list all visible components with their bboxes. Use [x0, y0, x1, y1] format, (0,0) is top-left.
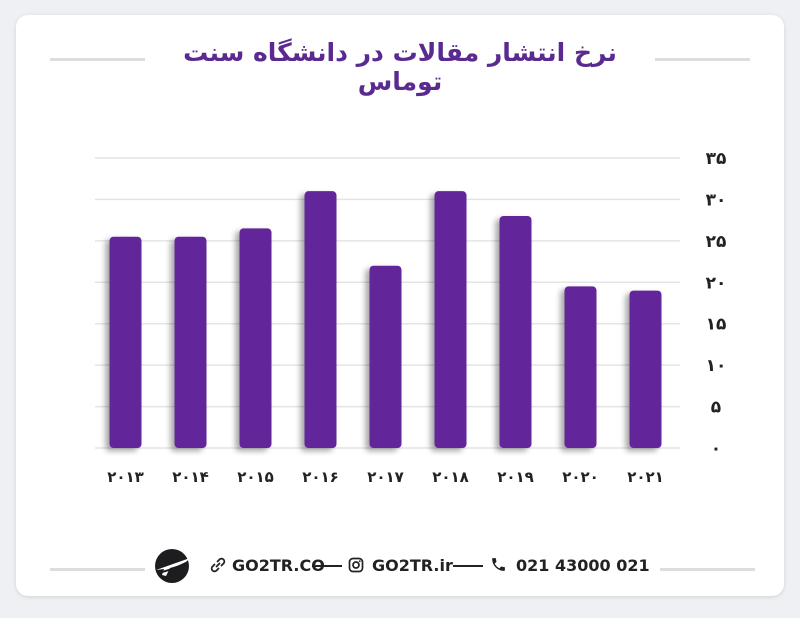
- bar: [109, 236, 142, 448]
- phone-icon: [492, 558, 505, 571]
- y-tick-label: ۵: [711, 398, 721, 418]
- x-tick-label: ۲۰۲۰: [562, 468, 599, 486]
- bar: [304, 191, 337, 448]
- chart-title: نرخ انتشار مقالات در دانشگاه سنت توماس: [183, 38, 617, 96]
- bar: [174, 236, 207, 448]
- y-tick-label: ۲۵: [706, 232, 727, 252]
- bar: [499, 216, 532, 448]
- bar: [239, 228, 272, 448]
- bar: [434, 191, 467, 448]
- footer-separator: [453, 565, 483, 567]
- x-tick-label: ۲۰۱۳: [107, 468, 144, 486]
- y-tick-label: ۰: [711, 439, 721, 459]
- y-tick-label: ۱۰: [706, 356, 727, 376]
- title-left-rule: [50, 58, 145, 61]
- x-tick-label: ۲۰۱۴: [172, 468, 209, 486]
- footer-separator: [312, 565, 342, 567]
- bar: [369, 265, 402, 448]
- x-tick-label: ۲۰۱۵: [237, 468, 274, 486]
- footer-right-rule: [660, 568, 755, 571]
- footer-left-rule: [50, 568, 145, 571]
- x-tick-label: ۲۰۱۷: [367, 468, 404, 486]
- instagram-icon: [348, 557, 364, 573]
- x-tick-label: ۲۰۱۹: [497, 468, 534, 486]
- bar: [629, 290, 662, 448]
- instagram-link[interactable]: GO2TR.ir: [372, 556, 453, 575]
- bar: [564, 286, 597, 448]
- y-tick-label: ۲۰: [706, 273, 727, 293]
- y-tick-label: ۳۰: [706, 190, 727, 210]
- y-tick-label: ۳۵: [706, 149, 727, 169]
- x-tick-label: ۲۰۱۸: [432, 468, 469, 486]
- x-tick-label: ۲۰۲۱: [627, 468, 664, 486]
- y-tick-label: ۱۵: [706, 315, 727, 335]
- link-icon: [210, 557, 226, 573]
- x-tick-label: ۲۰۱۶: [302, 468, 339, 486]
- plane-logo-icon: [155, 549, 190, 583]
- phone-number[interactable]: 021 43000 021: [516, 556, 650, 575]
- website-link[interactable]: GO2TR.CO: [232, 556, 325, 575]
- title-right-rule: [655, 58, 750, 61]
